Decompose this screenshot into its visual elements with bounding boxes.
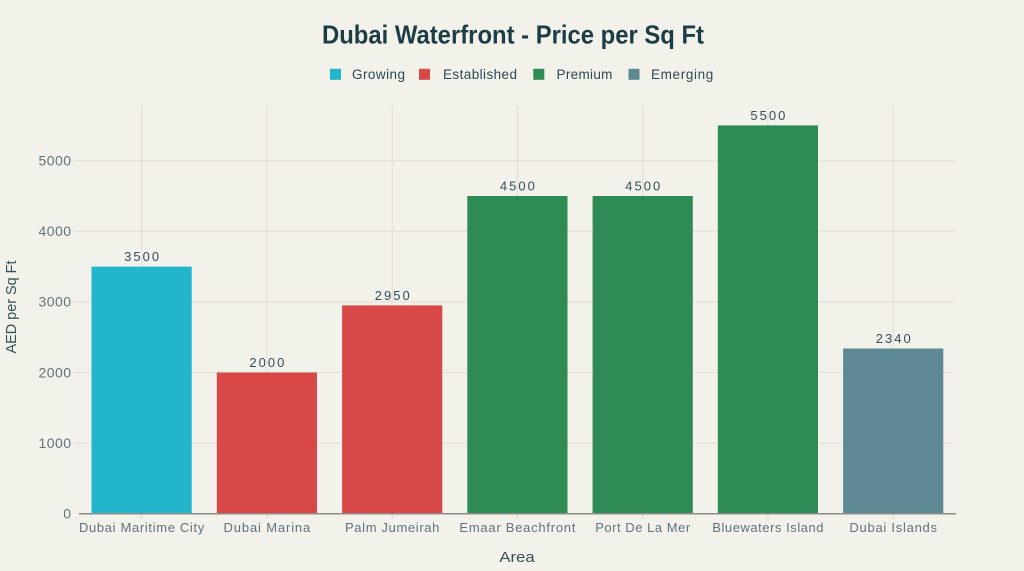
svg-text:Growing: Growing bbox=[352, 67, 405, 82]
svg-text:AED per Sq Ft: AED per Sq Ft bbox=[3, 260, 20, 354]
svg-text:Premium: Premium bbox=[557, 67, 613, 82]
svg-text:4000: 4000 bbox=[39, 223, 72, 239]
svg-text:Dubai Islands: Dubai Islands bbox=[849, 520, 937, 535]
svg-text:2000: 2000 bbox=[39, 364, 72, 380]
svg-text:Port De La Mer: Port De La Mer bbox=[595, 520, 691, 535]
svg-text:Emerging: Emerging bbox=[651, 67, 713, 82]
svg-text:Area: Area bbox=[499, 549, 535, 566]
svg-text:Emaar Beachfront: Emaar Beachfront bbox=[459, 520, 575, 535]
svg-text:Dubai Maritime City: Dubai Maritime City bbox=[79, 520, 205, 535]
svg-text:1000: 1000 bbox=[39, 435, 72, 451]
svg-text:5000: 5000 bbox=[39, 153, 72, 169]
svg-text:Dubai Marina: Dubai Marina bbox=[224, 520, 311, 535]
svg-text:3000: 3000 bbox=[39, 294, 72, 310]
svg-text:Palm Jumeirah: Palm Jumeirah bbox=[345, 520, 439, 535]
svg-text:0: 0 bbox=[63, 505, 71, 521]
svg-text:Established: Established bbox=[443, 67, 517, 82]
svg-text:Bluewaters Island: Bluewaters Island bbox=[712, 520, 823, 535]
svg-text:Dubai Waterfront - Price per S: Dubai Waterfront - Price per Sq Ft bbox=[322, 20, 704, 50]
